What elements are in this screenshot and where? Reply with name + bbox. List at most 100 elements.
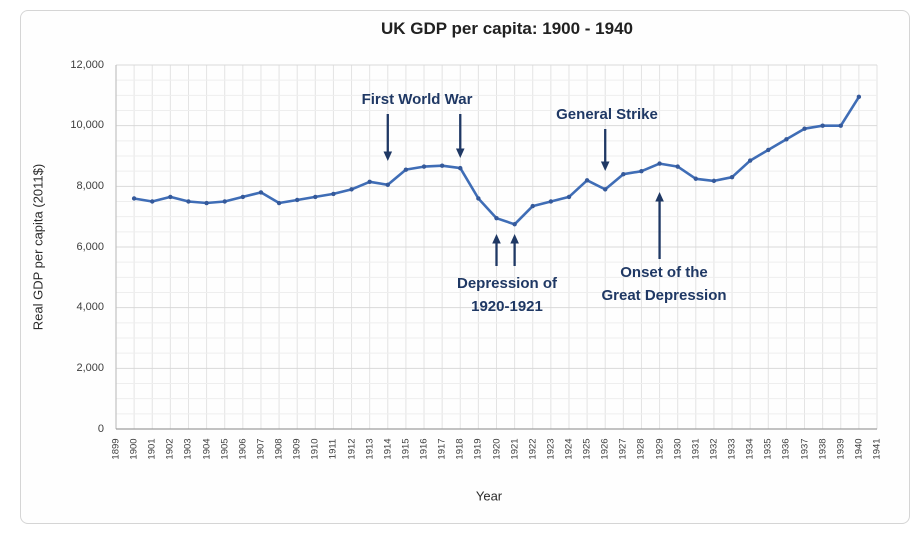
x-tick-label: 1926 bbox=[599, 438, 611, 460]
data-point-marker bbox=[621, 172, 626, 177]
x-tick-label: 1918 bbox=[454, 438, 466, 460]
x-tick-label: 1909 bbox=[291, 438, 303, 460]
x-tick-label: 1903 bbox=[182, 438, 194, 460]
x-tick-label: 1928 bbox=[635, 438, 647, 460]
x-tick-label: 1940 bbox=[853, 438, 865, 460]
data-point-marker bbox=[747, 158, 753, 163]
data-point-marker bbox=[258, 190, 264, 195]
y-tick-label: 8,000 bbox=[76, 179, 104, 192]
x-tick-label: 1931 bbox=[690, 438, 702, 460]
x-tick-label: 1916 bbox=[418, 438, 430, 460]
data-point-marker bbox=[222, 199, 227, 204]
depression-1920-1921-arrowhead bbox=[492, 234, 501, 244]
data-point-marker bbox=[186, 199, 191, 204]
data-point-marker bbox=[693, 176, 699, 181]
x-tick-label: 1938 bbox=[817, 438, 829, 460]
data-point-marker bbox=[439, 163, 445, 168]
x-tick-label: 1923 bbox=[545, 438, 557, 460]
data-point-marker bbox=[675, 164, 680, 169]
data-point-marker bbox=[204, 200, 209, 206]
x-tick-label: 1919 bbox=[472, 438, 484, 460]
data-point-marker bbox=[711, 178, 717, 184]
data-point-marker bbox=[494, 215, 499, 221]
data-point-marker bbox=[476, 196, 481, 201]
data-point-marker bbox=[349, 187, 354, 192]
data-point-marker bbox=[784, 137, 789, 142]
x-tick-label: 1912 bbox=[346, 438, 358, 460]
annotation-general-strike: General Strike bbox=[556, 106, 658, 123]
x-tick-label: 1937 bbox=[799, 438, 811, 460]
data-point-marker bbox=[566, 194, 572, 200]
x-tick-label: 1900 bbox=[128, 438, 140, 460]
x-tick-label: 1932 bbox=[708, 438, 720, 460]
x-tick-label: 1935 bbox=[762, 438, 774, 460]
x-tick-label: 1899 bbox=[110, 438, 122, 460]
y-tick-label: 2,000 bbox=[76, 361, 104, 374]
annotation-onset-great-depression: Onset of the Great Depression bbox=[601, 264, 727, 304]
data-point-marker bbox=[802, 126, 807, 131]
x-tick-label: 1941 bbox=[871, 438, 883, 460]
data-point-marker bbox=[313, 194, 318, 200]
x-tick-label: 1936 bbox=[780, 438, 792, 460]
x-tick-label: 1930 bbox=[672, 438, 684, 460]
x-tick-label: 1933 bbox=[726, 438, 738, 460]
data-point-marker bbox=[131, 196, 137, 201]
data-point-marker bbox=[584, 178, 590, 183]
data-point-marker bbox=[766, 147, 771, 153]
data-point-marker bbox=[548, 199, 554, 204]
x-tick-label: 1913 bbox=[364, 438, 376, 460]
annotation-depression-1920-1921: Depression of 1920-1921 bbox=[456, 275, 558, 315]
x-tick-label: 1904 bbox=[201, 438, 213, 460]
data-point-marker bbox=[639, 168, 644, 174]
x-tick-label: 1905 bbox=[219, 438, 231, 460]
data-point-marker bbox=[530, 203, 535, 209]
chart-title: UK GDP per capita: 1900 - 1940 bbox=[381, 19, 633, 38]
y-tick-label: 12,000 bbox=[70, 58, 104, 71]
data-point-marker bbox=[294, 197, 300, 203]
data-point-marker bbox=[729, 175, 735, 180]
annotation-first-world-war: First World War bbox=[361, 91, 473, 108]
x-tick-label: 1910 bbox=[309, 438, 321, 460]
x-tick-label: 1934 bbox=[744, 438, 756, 460]
data-point-marker bbox=[657, 161, 662, 166]
data-point-marker bbox=[385, 182, 390, 188]
data-point-marker bbox=[403, 167, 409, 172]
first-world-war-arrowhead bbox=[455, 148, 465, 158]
data-point-marker bbox=[603, 187, 608, 192]
depression-1920-1921-arrowhead bbox=[510, 234, 519, 244]
data-point-marker bbox=[331, 191, 336, 197]
data-point-marker bbox=[367, 179, 372, 184]
x-tick-label: 1917 bbox=[436, 438, 448, 460]
data-point-marker bbox=[276, 200, 282, 206]
y-tick-label: 10,000 bbox=[70, 119, 104, 132]
y-tick-label: 4,000 bbox=[76, 301, 104, 314]
x-tick-label: 1921 bbox=[509, 438, 521, 460]
x-axis-title: Year bbox=[475, 488, 503, 504]
x-tick-label: 1922 bbox=[527, 438, 539, 460]
x-tick-label: 1902 bbox=[164, 438, 176, 460]
x-tick-label: 1924 bbox=[563, 438, 575, 460]
x-tick-label: 1915 bbox=[400, 438, 412, 460]
first-world-war-arrowhead bbox=[383, 151, 393, 161]
x-tick-label: 1927 bbox=[617, 438, 629, 460]
data-point-marker bbox=[838, 123, 843, 128]
x-tick-label: 1911 bbox=[327, 438, 339, 460]
y-tick-label: 6,000 bbox=[76, 240, 104, 253]
x-tick-label: 1925 bbox=[581, 438, 593, 460]
y-tick-label: 0 bbox=[97, 422, 104, 435]
x-tick-label: 1939 bbox=[835, 438, 847, 460]
data-point-marker bbox=[820, 123, 825, 128]
data-point-marker bbox=[150, 199, 155, 204]
x-tick-label: 1906 bbox=[237, 438, 249, 460]
data-point-marker bbox=[856, 94, 862, 100]
data-point-marker bbox=[240, 194, 246, 200]
x-tick-label: 1907 bbox=[255, 438, 267, 460]
x-tick-label: 1908 bbox=[273, 438, 285, 460]
general-strike-arrowhead bbox=[600, 161, 610, 171]
onset-great-depression-arrowhead bbox=[655, 192, 664, 202]
data-point-marker bbox=[458, 165, 463, 171]
data-point-marker bbox=[512, 222, 517, 227]
x-tick-label: 1901 bbox=[146, 438, 158, 460]
x-tick-label: 1929 bbox=[654, 438, 666, 460]
